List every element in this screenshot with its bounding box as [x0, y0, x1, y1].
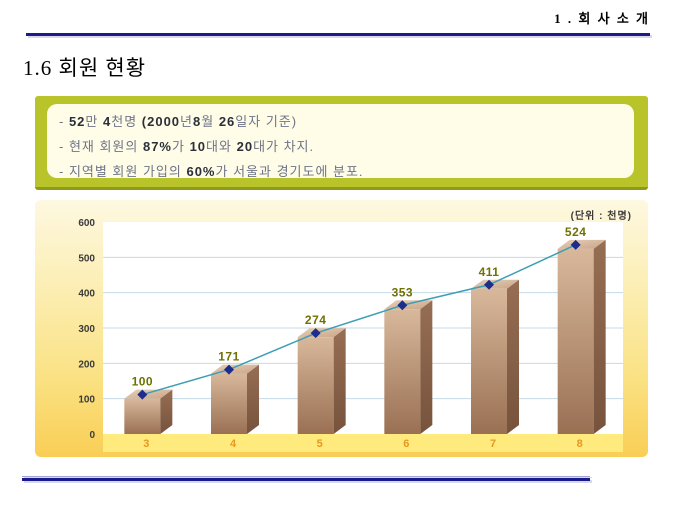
bullet-text: 천명: [111, 114, 142, 129]
data-label: 274: [305, 313, 327, 327]
top-rule: [26, 33, 650, 36]
page-title: 1.6 회원 현황: [23, 56, 147, 80]
data-label: 171: [218, 350, 240, 364]
info-box: - 52만 4천명 (2000년8월 26일자 기준) - 현재 회원의 87%가…: [35, 96, 648, 190]
diamond-marker: [224, 364, 234, 375]
bar-front: [384, 309, 421, 434]
y-tick-label: 100: [78, 395, 95, 406]
chart-panel: (단위 : 천명) 0 100 200 300 400 500 600 3 4 5 6 7 8 100 17…: [35, 200, 648, 457]
bullet-text: 가 서울과 경기도에 분포.: [215, 164, 364, 179]
y-tick-label: 600: [78, 218, 95, 229]
diamond-marker: [570, 239, 581, 250]
x-axis-strip: [103, 434, 623, 452]
bar-side: [333, 328, 346, 434]
bar-side: [160, 389, 173, 434]
x-tick-label: 5: [317, 438, 323, 450]
diamond-marker: [137, 389, 148, 400]
bar-front: [211, 373, 247, 434]
bullet-text: 만: [85, 114, 103, 129]
diamond-marker: [397, 300, 408, 311]
x-tick-label: 8: [577, 438, 583, 450]
y-tick-label: 400: [78, 289, 95, 300]
bullet-text: 년: [180, 114, 193, 129]
bar-side: [593, 239, 606, 434]
bullet-number: (2000: [141, 114, 181, 129]
bar-front: [297, 337, 334, 434]
series-line: [142, 244, 576, 396]
data-label: 411: [479, 265, 500, 279]
x-tick-label: 3: [143, 438, 149, 450]
bullet-line: - 52만 4천명 (2000년8월 26일자 기준): [59, 109, 634, 134]
data-label: 353: [392, 285, 414, 299]
bottom-rule: [22, 476, 590, 481]
bullet-text: 일자 기준): [235, 114, 298, 129]
y-tick-label: 200: [78, 359, 95, 370]
member-bar-chart: 0 100 200 300 400 500 600 3 4 5 6 7 8 100 171 274 353 411…: [78, 218, 623, 452]
bottom-rule-light-line: [22, 476, 590, 477]
bar-side: [420, 300, 433, 434]
bullet-line: - 현재 회원의 87%가 10대와 20대가 차지.: [59, 134, 634, 159]
diamond-marker: [484, 279, 494, 290]
bar-top: [124, 389, 173, 399]
bullet-number: 10: [189, 139, 207, 154]
bullet-number: 8: [193, 114, 202, 129]
chart-unit-label: (단위 : 천명): [570, 211, 632, 222]
bullet-text: 가: [172, 139, 190, 154]
bullet-text: - 지역별 회원 가입의: [59, 164, 187, 179]
bullet-text: 대와: [206, 139, 237, 154]
bar-front: [471, 288, 507, 434]
bullet-number: 26: [218, 114, 236, 129]
bar-top: [557, 239, 606, 249]
bar-side: [507, 279, 519, 434]
y-tick-label: 0: [89, 430, 95, 441]
bullet-number: 20: [236, 139, 254, 154]
bullet-text: -: [59, 114, 69, 129]
bullet-number: 4: [103, 114, 112, 129]
x-tick-label: 7: [490, 438, 496, 450]
x-tick-label: 4: [230, 438, 237, 450]
bullet-text: 월: [201, 114, 219, 129]
bullet-line: - 지역별 회원 가입의 60%가 서울과 경기도에 분포.: [59, 159, 634, 184]
bullet-number: 52: [68, 114, 86, 129]
bar-front: [124, 398, 161, 434]
bullet-list: - 52만 4천명 (2000년8월 26일자 기준) - 현재 회원의 87%가…: [59, 109, 634, 184]
section-header: 1 . 회 사 소 개: [554, 11, 650, 26]
data-label: 100: [132, 375, 154, 389]
info-box-inner: - 52만 4천명 (2000년8월 26일자 기준) - 현재 회원의 87%가…: [47, 104, 634, 179]
y-tick-label: 300: [78, 324, 95, 335]
y-tick-label: 500: [78, 253, 95, 264]
bar-front: [557, 248, 594, 434]
bullet-number: 87%: [142, 139, 172, 154]
diamond-marker: [310, 328, 321, 339]
bottom-rule-navy-line: [22, 478, 590, 481]
data-label: 524: [565, 225, 587, 239]
bullet-number: 60%: [186, 164, 216, 179]
x-tick-label: 6: [403, 438, 409, 450]
bullet-text: 대가 차지.: [253, 139, 315, 154]
bar-side: [247, 364, 259, 434]
bullet-text: - 현재 회원의: [59, 139, 143, 154]
